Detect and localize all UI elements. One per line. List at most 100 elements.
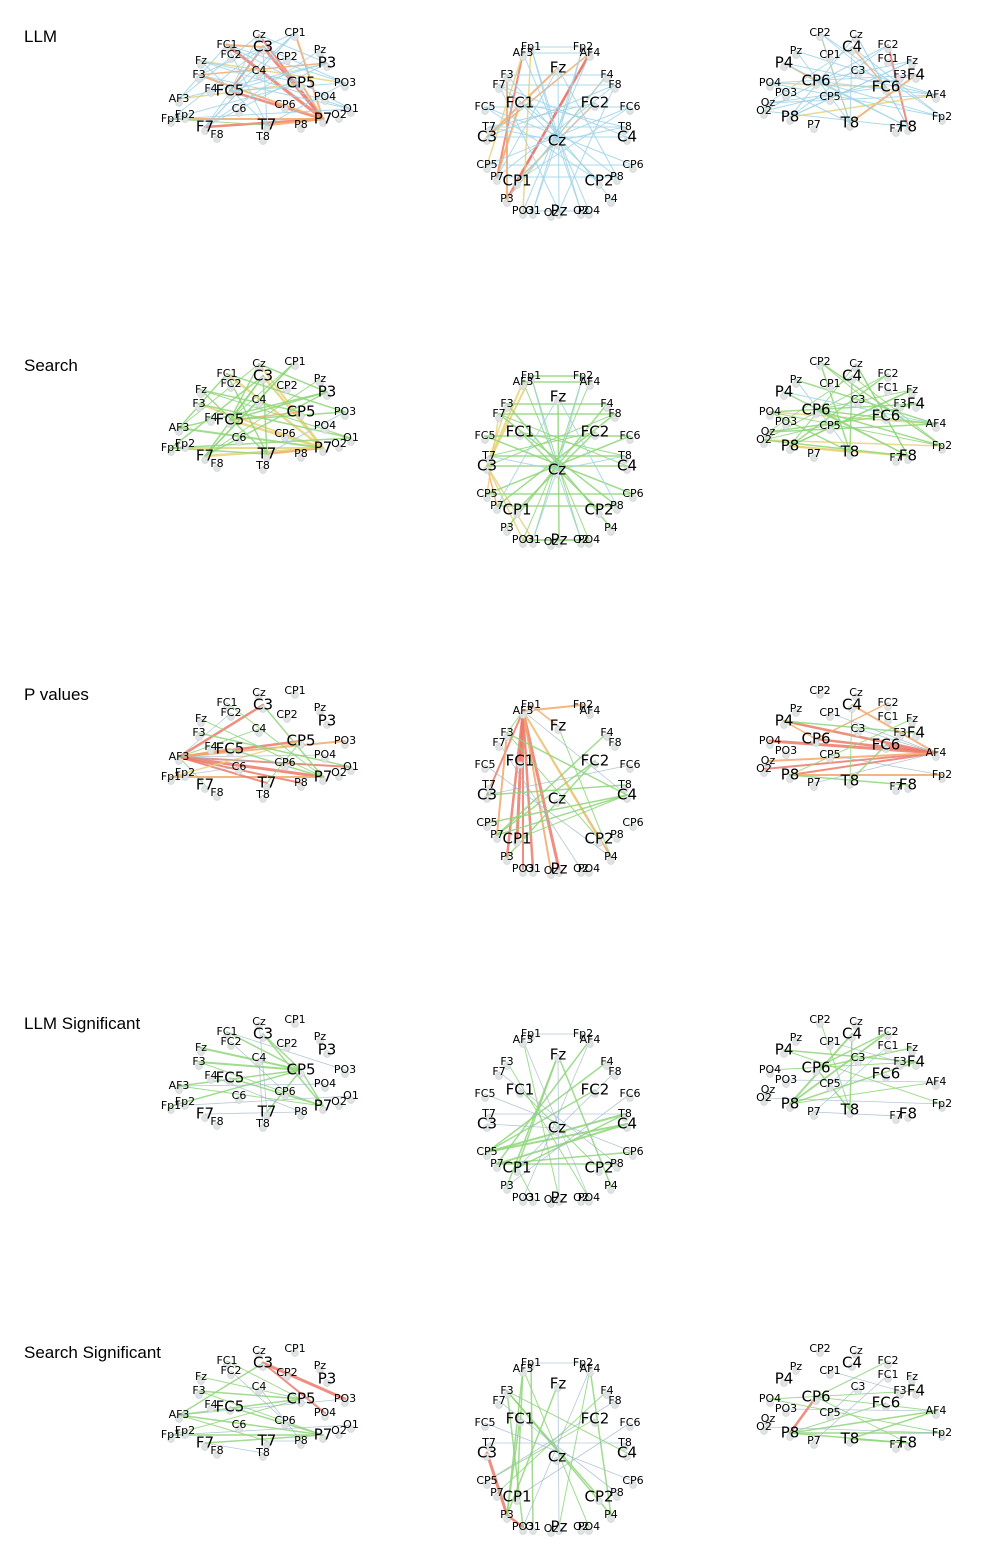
electrode-p7-label: P7	[490, 1486, 504, 1499]
electrode-cp1-label: CP1	[284, 684, 305, 697]
electrode-p8-label: P8	[781, 108, 800, 126]
electrode-pz-node	[316, 50, 324, 58]
edge-af3-po4	[522, 1368, 590, 1528]
electrode-cz-label: Cz	[849, 28, 863, 41]
electrode-c3-node	[259, 1034, 267, 1042]
electrode-fp2-label: Fp2	[932, 110, 952, 123]
edge-group	[170, 1360, 352, 1454]
electrode-fz-node	[197, 61, 205, 69]
electrode-fz-label: Fz	[906, 1041, 918, 1054]
electrode-oz-node	[547, 1200, 555, 1208]
electrode-o2-label: O2	[756, 1420, 772, 1433]
electrode-fc5-node	[481, 107, 489, 115]
electrode-o2-label: O2	[331, 108, 347, 121]
electrode-fc1-label: FC1	[877, 1368, 898, 1381]
edge-af4-p8	[789, 1410, 937, 1434]
electrode-fc1-node	[884, 1046, 892, 1054]
electrode-p8-node	[613, 506, 621, 514]
edge-af4-po3	[522, 381, 591, 541]
electrode-fz-node	[908, 61, 916, 69]
electrode-fc2-node	[591, 1419, 599, 1427]
electrode-fp2-label: Fp2	[175, 437, 195, 450]
electrode-p8-label: P8	[781, 766, 800, 784]
electrode-fc2-label: FC2	[877, 38, 898, 51]
electrode-af4-node	[932, 1411, 940, 1419]
electrode-fp2-node	[579, 47, 587, 55]
edge-group	[484, 375, 634, 541]
edge-pz-af4	[795, 379, 937, 425]
electrode-fc2-node	[591, 1090, 599, 1098]
electrode-cp1-node	[513, 1497, 521, 1505]
electrode-p8-node	[613, 1493, 621, 1501]
edge-cp5-t7	[266, 740, 302, 784]
label-group: FC1 Cz CP1 C3 Pz Fz P3 F3 CP5 PO3 FC5 AF3 O1 Fp1 F7 T7 P…	[161, 26, 359, 143]
edge-f8-t8	[849, 1438, 909, 1444]
electrode-po4-label: PO4	[578, 1520, 600, 1533]
electrode-c3-node	[483, 137, 491, 145]
edge-f7-cp1	[204, 361, 296, 457]
edge-fz-cp5	[200, 1376, 302, 1400]
edge-fc5-cp6	[484, 1093, 634, 1153]
electrode-fc1-label: FC1	[216, 696, 237, 709]
electrode-cp1-label: CP1	[819, 706, 840, 719]
row-label-p-values: P values	[24, 685, 89, 704]
electrode-af4-label: AF4	[926, 1075, 947, 1088]
edge-fz-p8	[557, 396, 618, 507]
electrode-fc2-label: FC2	[877, 1025, 898, 1038]
electrode-fp1-node	[167, 119, 175, 127]
electrode-po4-label: PO4	[314, 90, 336, 103]
edge-af4-po3	[522, 1039, 591, 1199]
electrode-f4-label: F4	[907, 66, 925, 84]
electrode-t8-node	[621, 1114, 629, 1122]
electrode-cp5-node	[483, 823, 491, 831]
electrode-f8-node	[611, 743, 619, 751]
electrode-t7-label: T7	[257, 774, 277, 792]
edge-p7-fc1	[225, 372, 325, 450]
electrode-fc6-label: FC6	[619, 429, 640, 442]
electrode-p3-node	[503, 528, 511, 536]
electrode-c3-label: C3	[253, 696, 273, 714]
electrode-t7-label: T7	[481, 1107, 496, 1120]
electrode-fz-label: Fz	[906, 1370, 918, 1383]
electrode-fc6-node	[882, 1403, 890, 1411]
electrode-c4-label: C4	[617, 1115, 637, 1133]
edge-fc5-p7	[229, 1077, 324, 1107]
electrode-fc6-label: FC6	[872, 1394, 901, 1412]
electrode-af3-label: AF3	[169, 92, 190, 105]
electrode-cp2-label: CP2	[276, 1037, 297, 1050]
electrode-cp6-node	[281, 434, 289, 442]
electrode-f3-node	[503, 1062, 511, 1070]
electrode-cp2-label: CP2	[809, 355, 830, 368]
electrode-t8-label: T8	[255, 130, 270, 143]
electrode-fc2-label: FC2	[877, 367, 898, 380]
edge-po4-fp2	[769, 411, 943, 447]
electrode-f8-label: F8	[608, 1394, 621, 1407]
edge-fc2-p7	[496, 760, 596, 836]
electrode-cp5-label: CP5	[819, 748, 840, 761]
electrode-p8-label: P8	[610, 170, 624, 183]
electrode-fc1-node	[884, 1375, 892, 1383]
electrode-cp2-label: CP2	[276, 50, 297, 63]
edge-fc2-cp5	[486, 1418, 596, 1482]
electrode-f4-label: F4	[204, 411, 217, 424]
edge-fc1-cp5	[226, 1360, 302, 1400]
edge-f4-po4	[769, 74, 917, 84]
electrode-fc6-label: FC6	[619, 758, 640, 771]
electrode-o1-label: O1	[343, 760, 359, 773]
electrode-f7-label: F7	[196, 1434, 214, 1452]
electrode-o1-node	[529, 1527, 537, 1535]
electrode-fc5-node	[226, 420, 234, 428]
edge-cp5-c4	[486, 794, 628, 824]
electrode-f8-node	[904, 127, 912, 135]
electrode-cp6-label: CP6	[274, 756, 295, 769]
edge-cz-p3	[258, 363, 328, 393]
electrode-oz-node	[764, 1419, 772, 1427]
electrode-p8-node	[613, 835, 621, 843]
electrode-fp1-label: Fp1	[161, 1428, 181, 1441]
electrode-f4-label: F4	[907, 1053, 925, 1071]
edge-af3-p7	[178, 1085, 324, 1107]
electrode-f4-node	[912, 1062, 920, 1070]
electrode-c4-node	[848, 705, 856, 713]
